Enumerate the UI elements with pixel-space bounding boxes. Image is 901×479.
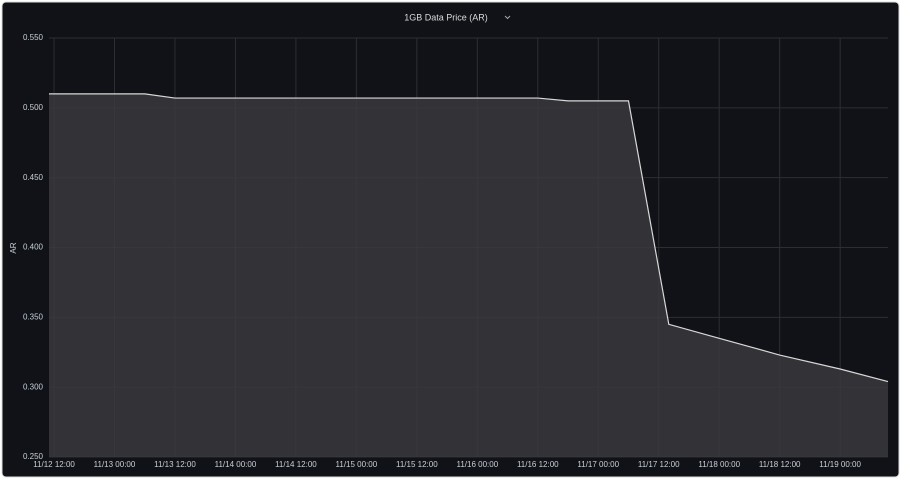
chart-title: 1GB Data Price (AR): [404, 12, 488, 22]
line: [49, 93, 889, 383]
x-tick-label: 11/13 00:00: [94, 460, 136, 469]
y-tick-label: 0.500: [23, 103, 44, 112]
x-tick-label: 11/16 12:00: [517, 460, 559, 469]
x-tick-label: 11/18 12:00: [759, 460, 801, 469]
x-tick-label: 11/17 12:00: [638, 460, 680, 469]
x-tick-label: 11/16 00:00: [456, 460, 498, 469]
y-tick-label: 0.250: [23, 452, 44, 461]
y-tick-label: 0.350: [23, 312, 44, 321]
area: [49, 93, 888, 457]
y-axis-label: AR: [9, 242, 18, 253]
x-tick-label: 11/14 12:00: [275, 460, 317, 469]
x-tick-label: 11/14 00:00: [215, 460, 257, 469]
x-tick-label: 11/12 12:00: [33, 460, 75, 469]
x-tick-label: 11/17 00:00: [577, 460, 619, 469]
x-tick-label: 11/15 00:00: [336, 460, 378, 469]
y-tick-label: 0.450: [23, 173, 44, 182]
x-tick-label: 11/15 12:00: [396, 460, 438, 469]
x-tick-label: 11/19 00:00: [819, 460, 861, 469]
y-tick-label: 0.300: [23, 382, 44, 391]
x-tick-label: 11/18 00:00: [698, 460, 740, 469]
x-tick-label: 11/13 12:00: [154, 460, 196, 469]
title-chevron[interactable]: [504, 15, 511, 20]
y-tick-label: 0.400: [23, 243, 44, 252]
y-tick-label: 0.550: [23, 33, 44, 42]
